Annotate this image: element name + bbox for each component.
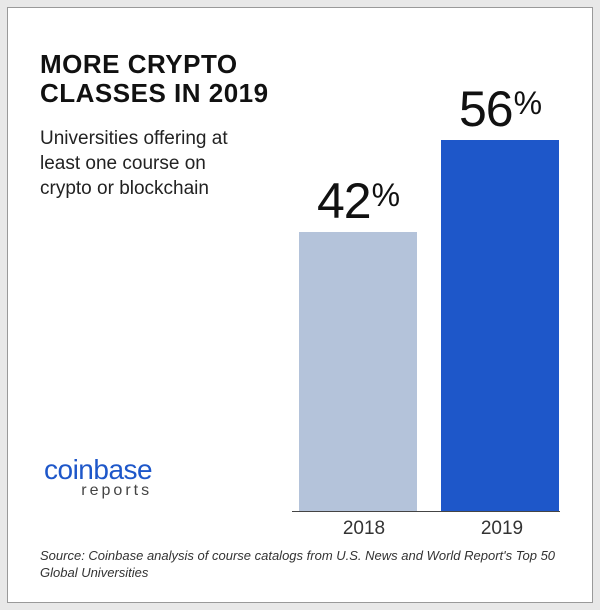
x-label-2018: 2018 <box>306 518 422 540</box>
bars-area: 42% 56% <box>292 44 560 512</box>
text-column: MORE CRYPTO CLASSES IN 2019 Universities… <box>40 44 282 512</box>
chart-column: 42% 56% <box>282 44 560 512</box>
x-label-2019: 2019 <box>444 518 560 540</box>
chart-title: MORE CRYPTO CLASSES IN 2019 <box>40 50 282 108</box>
chart-subtitle: Universities offering at least one cours… <box>40 126 250 201</box>
bar-value-2018: 42% <box>317 176 399 226</box>
coinbase-logo: coinbase reports <box>44 454 152 500</box>
percent-sign: % <box>514 85 541 121</box>
bar-2018 <box>299 232 417 511</box>
bar-value-number-2018: 42 <box>317 173 371 229</box>
bar-value-number-2019: 56 <box>459 81 513 137</box>
bar-group-2018: 42% <box>298 44 418 511</box>
x-axis-labels: 2018 2019 <box>290 518 560 540</box>
bar-value-2019: 56% <box>459 84 541 134</box>
bar-group-2019: 56% <box>440 44 560 511</box>
source-attribution: Source: Coinbase analysis of course cata… <box>40 547 560 582</box>
percent-sign: % <box>372 177 399 213</box>
content-row: MORE CRYPTO CLASSES IN 2019 Universities… <box>40 44 560 512</box>
bar-2019 <box>441 140 559 511</box>
infographic-card: MORE CRYPTO CLASSES IN 2019 Universities… <box>7 7 593 603</box>
